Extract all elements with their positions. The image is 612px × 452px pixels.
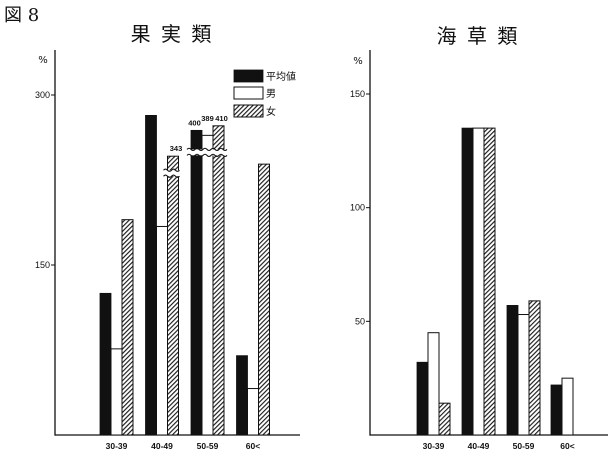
axis-break-mark (163, 174, 180, 178)
x-tick-label: 40-49 (468, 441, 490, 451)
y-axis-unit: % (353, 56, 363, 67)
bar-female-60-plus (258, 163, 270, 436)
bar-male-30-39 (110, 348, 123, 436)
legend-swatch-hatched (233, 104, 264, 118)
axis-break-mark (186, 147, 228, 151)
x-tick-label: 50-59 (513, 441, 535, 451)
bar-male-60-plus (561, 377, 574, 436)
legend-item-male: 男 (233, 86, 276, 100)
axis-break-gap (189, 149, 226, 156)
bar-female-40-49 (167, 155, 179, 436)
bar-male-60-plus (247, 388, 259, 436)
y-tick-label: 150 (35, 260, 50, 270)
x-tick-label: 60< (560, 441, 574, 451)
x-tick-label: 50-59 (197, 441, 219, 451)
seaweed-chart: 海 草 類 % 50 100 150 30-39 40-49 50-59 60< (350, 24, 608, 451)
legend-item-female: 女 (233, 104, 276, 118)
legend-item-mean: 平均値 (233, 69, 296, 83)
value-label: 343 (170, 144, 183, 153)
bar-female-50-59 (212, 125, 225, 436)
y-tick-label: 300 (35, 90, 50, 100)
plot-area: 50 100 150 30-39 40-49 50-59 60< (350, 89, 575, 451)
x-tick-label: 60< (246, 441, 260, 451)
bar-female-30-39 (438, 402, 451, 436)
figure-label: 図 8 (4, 5, 39, 26)
legend-swatch-open (233, 86, 264, 100)
bar-female-40-49 (483, 127, 496, 436)
x-tick-label: 30-39 (106, 441, 128, 451)
bar-mean-60-plus (236, 355, 248, 436)
legend-label: 女 (266, 105, 276, 118)
y-tick-label: 100 (350, 203, 365, 213)
bar-male-50-59 (201, 134, 214, 436)
bar-female-50-59 (528, 300, 541, 436)
value-label: 389 (201, 114, 214, 123)
legend-label: 男 (266, 88, 276, 100)
legend-swatch-solid (233, 69, 264, 83)
x-tick-label: 40-49 (151, 441, 173, 451)
bar-mean-40-49 (461, 127, 474, 436)
value-label: 400 (188, 118, 201, 127)
value-label: 410 (215, 114, 228, 123)
y-axis-unit: % (38, 55, 48, 66)
bar-male-50-59 (517, 314, 530, 436)
bar-female-30-39 (121, 219, 134, 436)
x-tick-label: 30-39 (423, 441, 445, 451)
bar-male-30-39 (427, 332, 440, 436)
bar-mean-50-59 (506, 305, 519, 436)
y-tick-label: 150 (350, 89, 365, 99)
bar-male-40-49 (156, 225, 168, 436)
axis-break-mark (186, 153, 228, 157)
bar-mean-30-39 (99, 292, 112, 436)
legend-label: 平均値 (266, 70, 296, 83)
bar-male-40-49 (472, 127, 485, 436)
bar-mean-40-49 (145, 115, 157, 436)
bar-mean-30-39 (416, 361, 429, 436)
bar-mean-50-59 (190, 129, 203, 436)
chart-title: 海 草 類 (437, 24, 520, 48)
y-tick-label: 50 (355, 316, 365, 326)
bar-mean-60-plus (550, 384, 563, 436)
chart-title: 果 実 類 (131, 22, 214, 46)
axis-break-gap (165, 170, 181, 177)
axis-break-mark (163, 168, 180, 172)
legend: 平均値 男 女 (233, 69, 296, 118)
